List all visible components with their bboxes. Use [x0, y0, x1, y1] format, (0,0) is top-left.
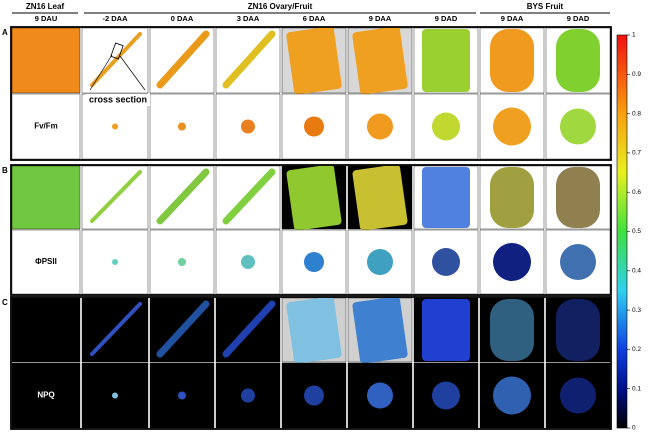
- colorbar-tick-label: 0.3: [632, 307, 641, 314]
- group-header: ZN16 Leaf: [26, 2, 65, 11]
- fruit-image: [352, 26, 408, 95]
- cross-section-image: [304, 385, 324, 406]
- cross-section-image: [432, 112, 460, 141]
- cross-section-image: [560, 244, 596, 280]
- cross-section-image: [493, 243, 531, 281]
- colorbar-tick-label: 0: [632, 425, 636, 432]
- fruit-image: [490, 29, 534, 92]
- panel-frame: [10, 26, 612, 161]
- colorbar-ticks: 0 0.1 0.2 0.3 0.4 0.5 0.6 0.7 0.8 0.9 1: [627, 32, 641, 432]
- colorbar-tick-label: 0.1: [632, 385, 641, 392]
- cross-section-image: [367, 382, 393, 409]
- fruit-image: [286, 296, 342, 364]
- cross-section-image: [178, 122, 186, 131]
- cross-section-image: [493, 107, 531, 146]
- cross-section-image: [178, 391, 186, 400]
- fruit-image: [490, 299, 534, 361]
- cross-section-image: [560, 108, 596, 145]
- colorbar-tick-label: 0.4: [632, 268, 641, 275]
- fruit-image: [352, 296, 408, 364]
- fruit-image: [556, 167, 600, 228]
- fruit-image: [422, 29, 470, 92]
- image-cell: [11, 165, 81, 230]
- fruit-image: [222, 168, 276, 225]
- fruit-image: [556, 29, 600, 92]
- colorbar-tick-label: 1: [632, 32, 636, 39]
- cross-section-image: [304, 252, 324, 272]
- colorbar-tick-label: 0.9: [632, 71, 641, 78]
- column-label: 9 DAU: [35, 14, 58, 23]
- panel-letter: B: [2, 166, 8, 175]
- fruit-image: [352, 164, 408, 231]
- group-header: BYS Fruit: [527, 2, 564, 11]
- cross-section-image: [241, 255, 255, 269]
- annotation-box: [110, 42, 124, 60]
- cross-section-image: [432, 248, 460, 276]
- fruit-image: [90, 302, 142, 356]
- cross-section-image: [367, 249, 393, 275]
- column-label: -2 DAA: [102, 14, 128, 23]
- fruit-image: [156, 30, 210, 89]
- colorbar-tick-label: 0.8: [632, 110, 641, 117]
- colorbar-tick-label: 0.2: [632, 346, 641, 353]
- cross-section-image: [241, 388, 255, 403]
- cross-section-image: [304, 116, 324, 137]
- cross-section-image: [112, 123, 118, 130]
- colorbar-tick-label: 0.6: [632, 189, 641, 196]
- fruit-image: [286, 26, 342, 95]
- fruit-image: [490, 167, 534, 228]
- annotation: cross section: [86, 42, 150, 106]
- fruit-image: [422, 167, 470, 228]
- column-label: 6 DAA: [303, 14, 326, 23]
- row-label: NPQ: [37, 391, 54, 400]
- cross-section-image: [560, 377, 596, 414]
- annotation-label: cross section: [89, 94, 147, 104]
- cross-section-image: [367, 113, 393, 140]
- column-label: 0 DAA: [171, 14, 194, 23]
- panel-grid: [10, 26, 612, 430]
- image-cell: [479, 362, 545, 429]
- column-label: 9 DAA: [501, 14, 524, 23]
- column-label: 9 DAA: [369, 14, 392, 23]
- fruit-image: [90, 32, 142, 87]
- panel-letter: C: [2, 298, 8, 307]
- fruit-image: [556, 299, 600, 361]
- group-header: ZN16 Ovary/Fruit: [248, 2, 313, 11]
- image-cell: [11, 93, 81, 160]
- row-label: Fv/Fm: [34, 122, 58, 131]
- colorbar-tick-label: 0.5: [632, 228, 641, 235]
- fruit-image: [156, 300, 210, 358]
- annotation-line: [119, 55, 146, 91]
- colorbar: [616, 34, 628, 429]
- fruit-image: [222, 300, 276, 358]
- cross-section-image: [432, 381, 460, 410]
- panel-frame: [10, 164, 612, 296]
- annotation-label-bg: [86, 94, 150, 106]
- fruit-image: [422, 299, 470, 361]
- row-label: ΦPSII: [35, 257, 57, 266]
- column-label: 9 DAD: [567, 14, 590, 23]
- cross-section-image: [241, 119, 255, 134]
- fruit-image: [156, 168, 210, 225]
- column-label: 3 DAA: [237, 14, 260, 23]
- annotation-line: [89, 54, 113, 91]
- fruit-image: [90, 170, 142, 223]
- panel-letter: A: [2, 28, 8, 37]
- image-cell: [11, 27, 81, 94]
- image-cell: [11, 362, 81, 429]
- image-cell: [11, 297, 81, 363]
- fruit-image: [222, 30, 276, 89]
- colorbar-tick-label: 0.7: [632, 150, 641, 157]
- cross-section-image: [112, 392, 118, 399]
- cross-section-image: [112, 259, 118, 265]
- image-cell: [11, 229, 81, 295]
- cross-section-image: [178, 258, 186, 266]
- cross-section-image: [493, 376, 531, 415]
- panel-frame: [10, 296, 612, 430]
- fruit-image: [286, 164, 342, 231]
- column-label: 9 DAD: [435, 14, 458, 23]
